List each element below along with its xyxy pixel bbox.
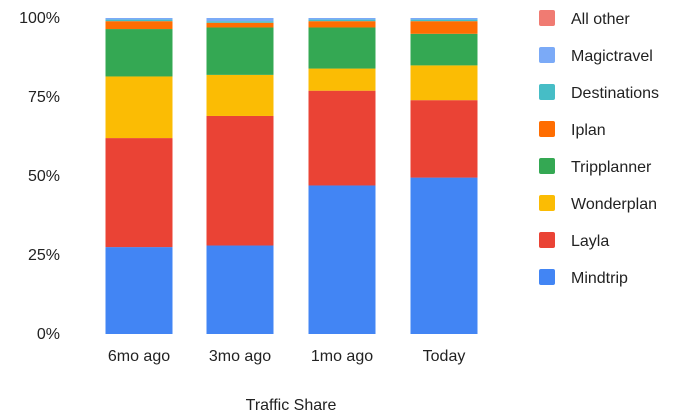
legend-item: All other <box>539 10 630 28</box>
bar-segment <box>206 74 274 116</box>
legend-item: Mindtrip <box>539 269 628 287</box>
legend-label: Destinations <box>571 85 659 102</box>
bar-segment <box>410 19 478 22</box>
legend-item: Layla <box>539 232 609 250</box>
bar-segment <box>410 18 478 20</box>
x-tick-label: 6mo ago <box>108 348 170 365</box>
legend-item: Magictravel <box>539 47 653 65</box>
x-tick-label: 1mo ago <box>311 348 373 365</box>
bar-segment <box>206 245 274 334</box>
legend-swatch <box>539 195 555 211</box>
bar-segment <box>206 18 274 22</box>
bar-segment <box>308 68 376 91</box>
bar-segment <box>308 21 376 28</box>
bar-segment <box>105 21 173 30</box>
legend-swatch <box>539 47 555 63</box>
x-axis-label: Traffic Share <box>246 397 337 414</box>
y-tick-label: 0% <box>37 326 60 343</box>
bar-segment <box>206 115 274 246</box>
legend-swatch <box>539 84 555 100</box>
legend-item: Iplan <box>539 121 606 139</box>
legend-label: Iplan <box>571 122 606 139</box>
bar-stack <box>206 18 274 334</box>
bar-segment <box>308 27 376 69</box>
legend-label: Wonderplan <box>571 196 657 213</box>
bar-segment <box>105 138 173 248</box>
y-axis: 0% 25% 50% 75% 100% <box>19 10 60 343</box>
legend-label: Mindtrip <box>571 270 628 287</box>
legend-item: Destinations <box>539 84 659 102</box>
bar-segment <box>105 247 173 334</box>
bar-segment <box>206 21 274 23</box>
bar-segment <box>410 100 478 178</box>
x-tick-label: 3mo ago <box>209 348 271 365</box>
x-axis: 6mo ago 3mo ago 1mo ago Today <box>108 348 465 365</box>
legend-label: Layla <box>571 233 609 250</box>
legend-swatch <box>539 232 555 248</box>
bar-segment <box>105 18 173 20</box>
bar-segment <box>206 27 274 75</box>
bar-segment <box>410 33 478 66</box>
legend-swatch <box>539 158 555 174</box>
bar-segment <box>308 90 376 186</box>
bar-stack <box>105 18 173 334</box>
bar-stack <box>410 18 478 334</box>
legend-item: Tripplanner <box>539 158 652 176</box>
x-tick-label: Today <box>423 348 466 365</box>
bar-segment <box>308 185 376 334</box>
y-tick-label: 25% <box>28 247 60 264</box>
bar-segment <box>206 22 274 28</box>
y-tick-label: 50% <box>28 168 60 185</box>
legend-label: Magictravel <box>571 48 653 65</box>
bar-segment <box>105 76 173 139</box>
legend-label: All other <box>571 11 630 28</box>
bar-stack <box>308 18 376 334</box>
bar-segment <box>105 19 173 22</box>
bar-segment <box>308 19 376 22</box>
legend-label: Tripplanner <box>571 159 652 176</box>
legend-swatch <box>539 121 555 137</box>
legend: All other Magictravel Destinations Iplan Tri… <box>539 10 659 287</box>
bar-segment <box>410 21 478 34</box>
y-tick-label: 75% <box>28 89 60 106</box>
legend-swatch <box>539 269 555 285</box>
bar-segment <box>410 177 478 334</box>
bar-segment <box>308 18 376 20</box>
legend-item: Wonderplan <box>539 195 657 213</box>
legend-swatch <box>539 10 555 26</box>
bar-segment <box>410 65 478 101</box>
bars-group <box>105 18 478 334</box>
bar-segment <box>105 29 173 77</box>
y-tick-label: 100% <box>19 10 60 27</box>
